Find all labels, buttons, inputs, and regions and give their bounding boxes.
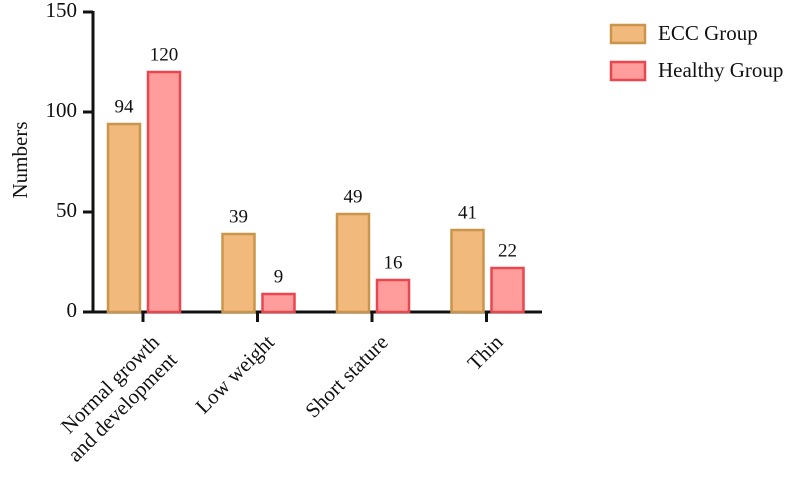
bar bbox=[146, 70, 182, 314]
bar bbox=[106, 122, 142, 314]
bar bbox=[490, 266, 525, 314]
y-tick-label: 100 bbox=[46, 98, 78, 122]
bar bbox=[221, 232, 256, 314]
legend-label: Healthy Group bbox=[658, 58, 783, 82]
value-label: 120 bbox=[150, 44, 179, 65]
value-label: 22 bbox=[498, 240, 517, 261]
bar bbox=[450, 228, 485, 314]
value-label: 49 bbox=[344, 186, 363, 207]
bar bbox=[261, 292, 296, 314]
value-label: 9 bbox=[274, 266, 284, 287]
legend-swatch bbox=[609, 23, 647, 45]
value-label: 41 bbox=[458, 202, 477, 223]
y-tick-label: 50 bbox=[56, 198, 77, 222]
y-tick-label: 150 bbox=[46, 0, 78, 22]
value-label: 16 bbox=[384, 252, 403, 273]
value-label: 39 bbox=[229, 206, 248, 227]
legend-label: ECC Group bbox=[658, 21, 758, 45]
y-tick-label: 0 bbox=[67, 298, 78, 322]
y-axis-label: Numbers bbox=[8, 122, 32, 199]
value-label: 94 bbox=[115, 96, 135, 117]
bar bbox=[335, 212, 371, 314]
legend-swatch bbox=[609, 60, 647, 82]
bar bbox=[375, 278, 411, 314]
